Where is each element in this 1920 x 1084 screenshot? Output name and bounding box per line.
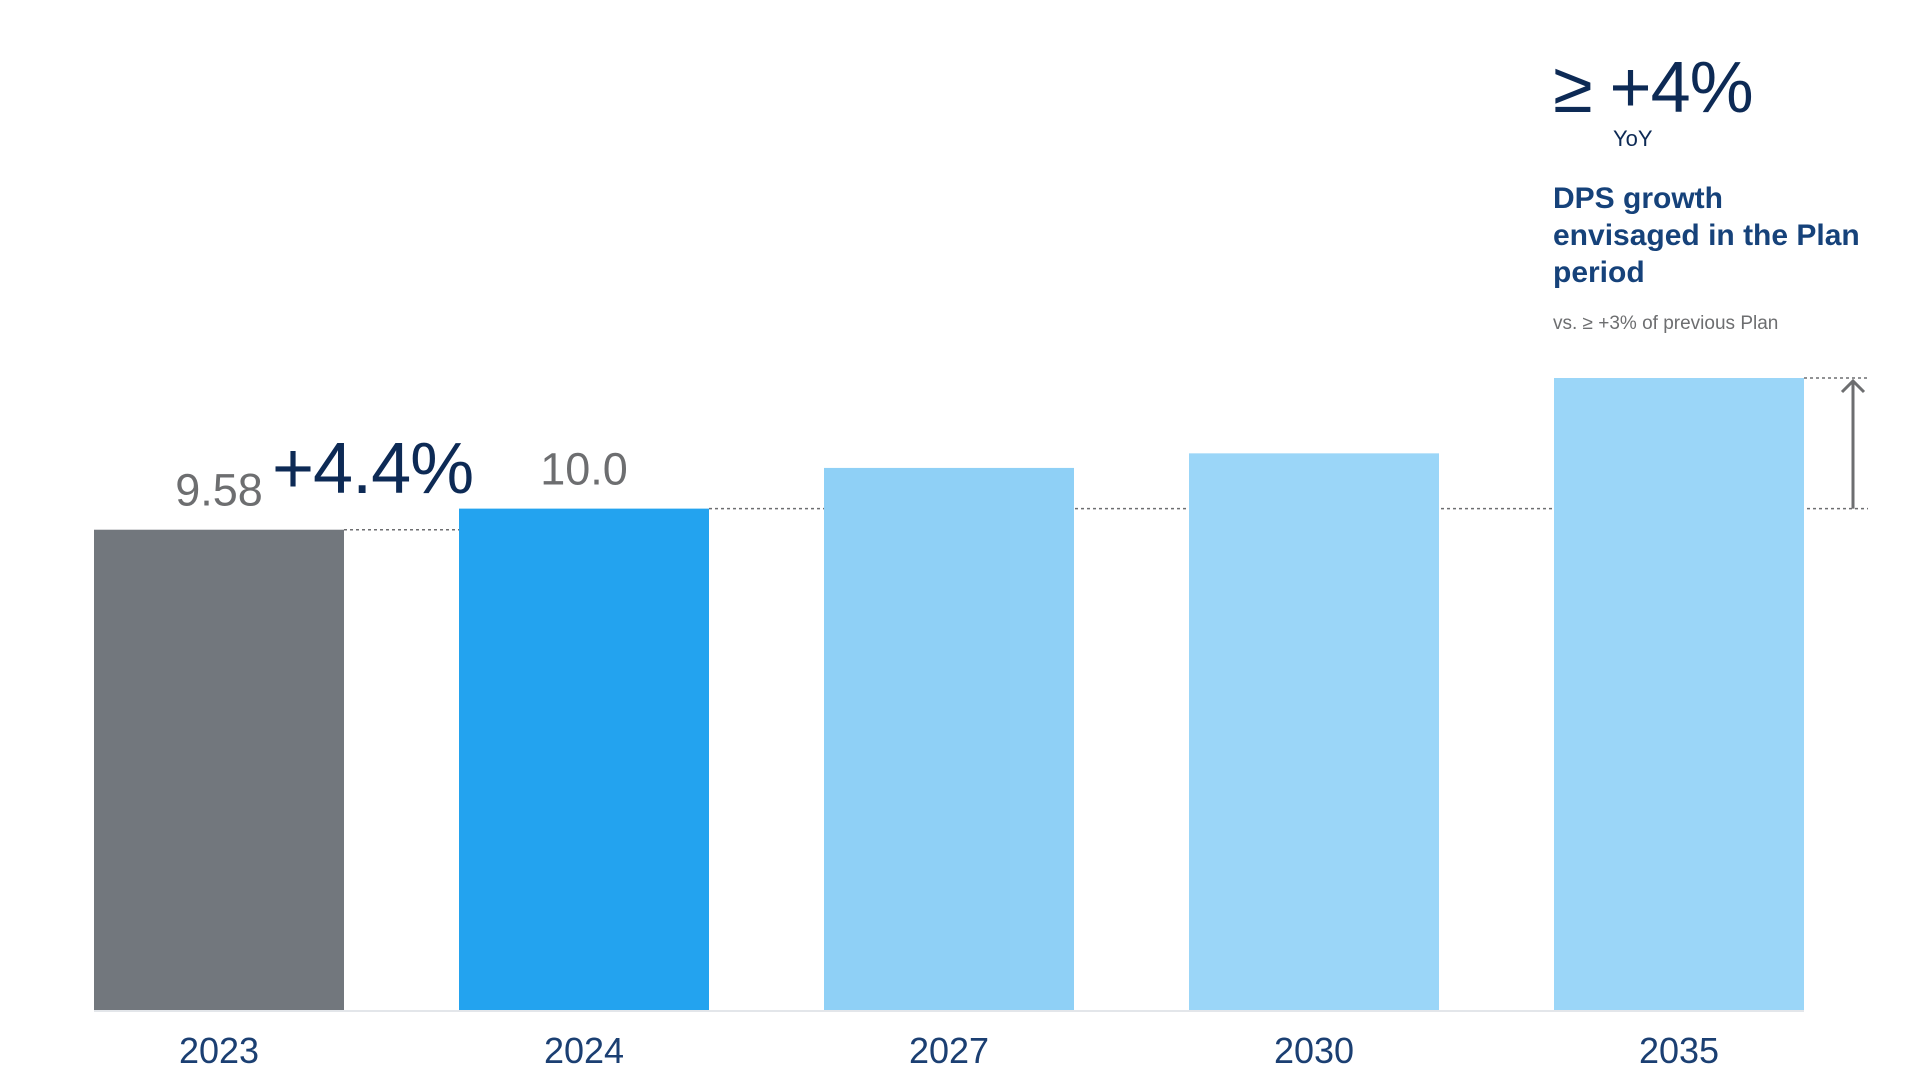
tick-label-2035: 2035 [1639,1030,1719,1071]
growth-arrow-head [1840,378,1866,394]
callout-value-row: ≥ +4% [1553,52,1873,124]
growth-arrow [1840,378,1866,509]
bar-2023 [94,529,344,1011]
data-label-2023: 9.58 [175,465,263,516]
callout-symbol: ≥ [1553,48,1593,128]
callout-value: +4% [1609,48,1754,128]
bar-2035 [1554,378,1804,1011]
tick-label-2030: 2030 [1274,1030,1354,1071]
callout-note: vs. ≥ +3% of previous Plan [1553,313,1779,334]
bar-labels-group: 9.58 10.0 [175,444,628,516]
bar-2024 [459,508,709,1011]
x-axis-tick-labels: 2023 2024 2027 2030 2035 [179,1030,1719,1071]
dps-growth-callout: ≥ +4% YoY DPS growth envisaged in the Pla… [1553,52,1873,335]
tick-label-2027: 2027 [909,1030,989,1071]
bar-2030 [1189,453,1439,1011]
callout-description: DPS growth envisaged in the Plan period [1553,182,1860,289]
callout-unit: YoY [1613,126,1653,151]
growth-label: +4.4% [272,429,474,509]
tick-label-2023: 2023 [179,1030,259,1071]
bars-group [94,378,1804,1012]
bar-2027 [824,467,1074,1012]
tick-label-2024: 2024 [544,1030,624,1071]
data-label-2024: 10.0 [540,444,628,495]
